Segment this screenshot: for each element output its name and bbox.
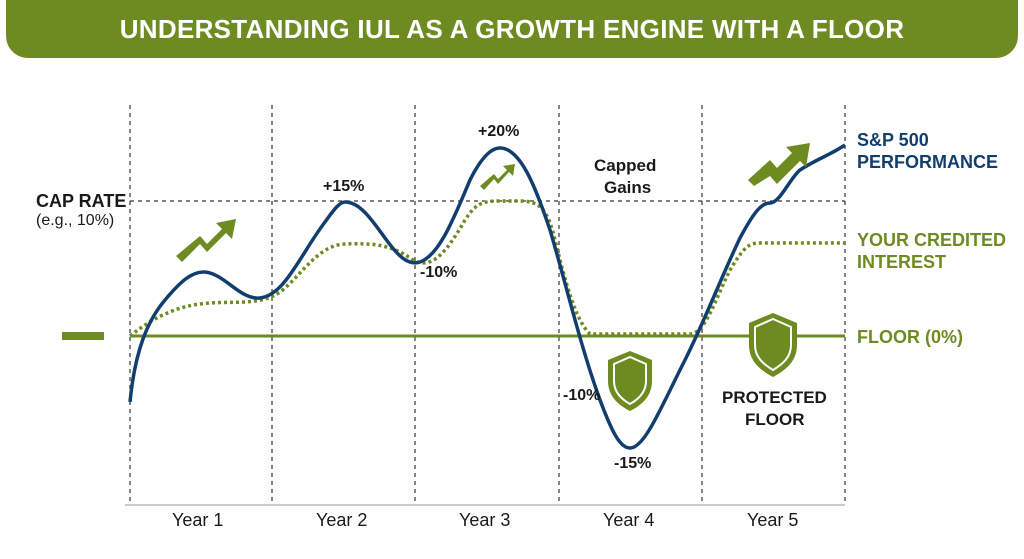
floor-label: FLOOR (0%) [857,327,963,347]
cap-rate-example: (e.g., 10%) [36,212,115,229]
trend-up-arrow-icon [480,164,515,190]
y2-trough-label: -10% [420,264,458,281]
sp500-label-line2: PERFORMANCE [857,152,999,172]
capped-gains-line1: Capped [594,156,657,175]
sp500-line [128,143,846,450]
year-dividers [129,105,846,505]
protected-floor-line2: FLOOR [745,410,805,429]
shield-icon [608,351,652,411]
year-label-5: Year 5 [747,510,799,530]
capped-gains-line2: Gains [604,178,652,197]
y4-trough-label: -15% [614,455,652,472]
year-label-2: Year 2 [316,510,368,530]
year-label-3: Year 3 [459,510,511,530]
page-title: UNDERSTANDING IUL AS A GROWTH ENGINE WIT… [119,13,905,44]
title-banner: UNDERSTANDING IUL AS A GROWTH ENGINE WIT… [6,0,1018,58]
protected-floor-line1: PROTECTED [722,388,827,407]
y4-drop-label: -10% [563,387,601,404]
y3-peak-label: +20% [478,123,520,140]
credited-interest-line [128,199,845,338]
credited-label-line1: YOUR CREDITED [857,230,1007,250]
cap-rate-title: CAP RATE [36,191,127,211]
trend-up-arrow-icon [176,219,236,262]
shield-icon [749,313,797,377]
credited-label-line2: INTEREST [857,252,947,272]
year-label-1: Year 1 [172,510,224,530]
y2-peak-label: +15% [323,178,365,195]
year-label-4: Year 4 [603,510,655,530]
trend-up-arrow-icon [748,143,810,186]
sp500-label-line1: S&P 500 [857,130,929,150]
floor-marker [62,332,104,340]
